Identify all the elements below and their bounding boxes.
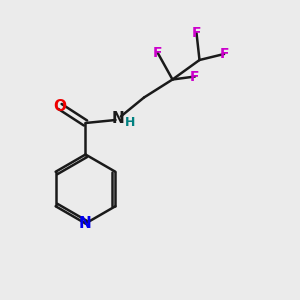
Text: F: F — [219, 47, 229, 61]
Text: O: O — [53, 99, 67, 114]
Text: F: F — [192, 26, 201, 40]
Text: F: F — [153, 46, 162, 59]
Text: N: N — [79, 216, 92, 231]
Text: N: N — [112, 111, 124, 126]
Text: H: H — [125, 116, 135, 130]
Text: F: F — [190, 70, 200, 83]
